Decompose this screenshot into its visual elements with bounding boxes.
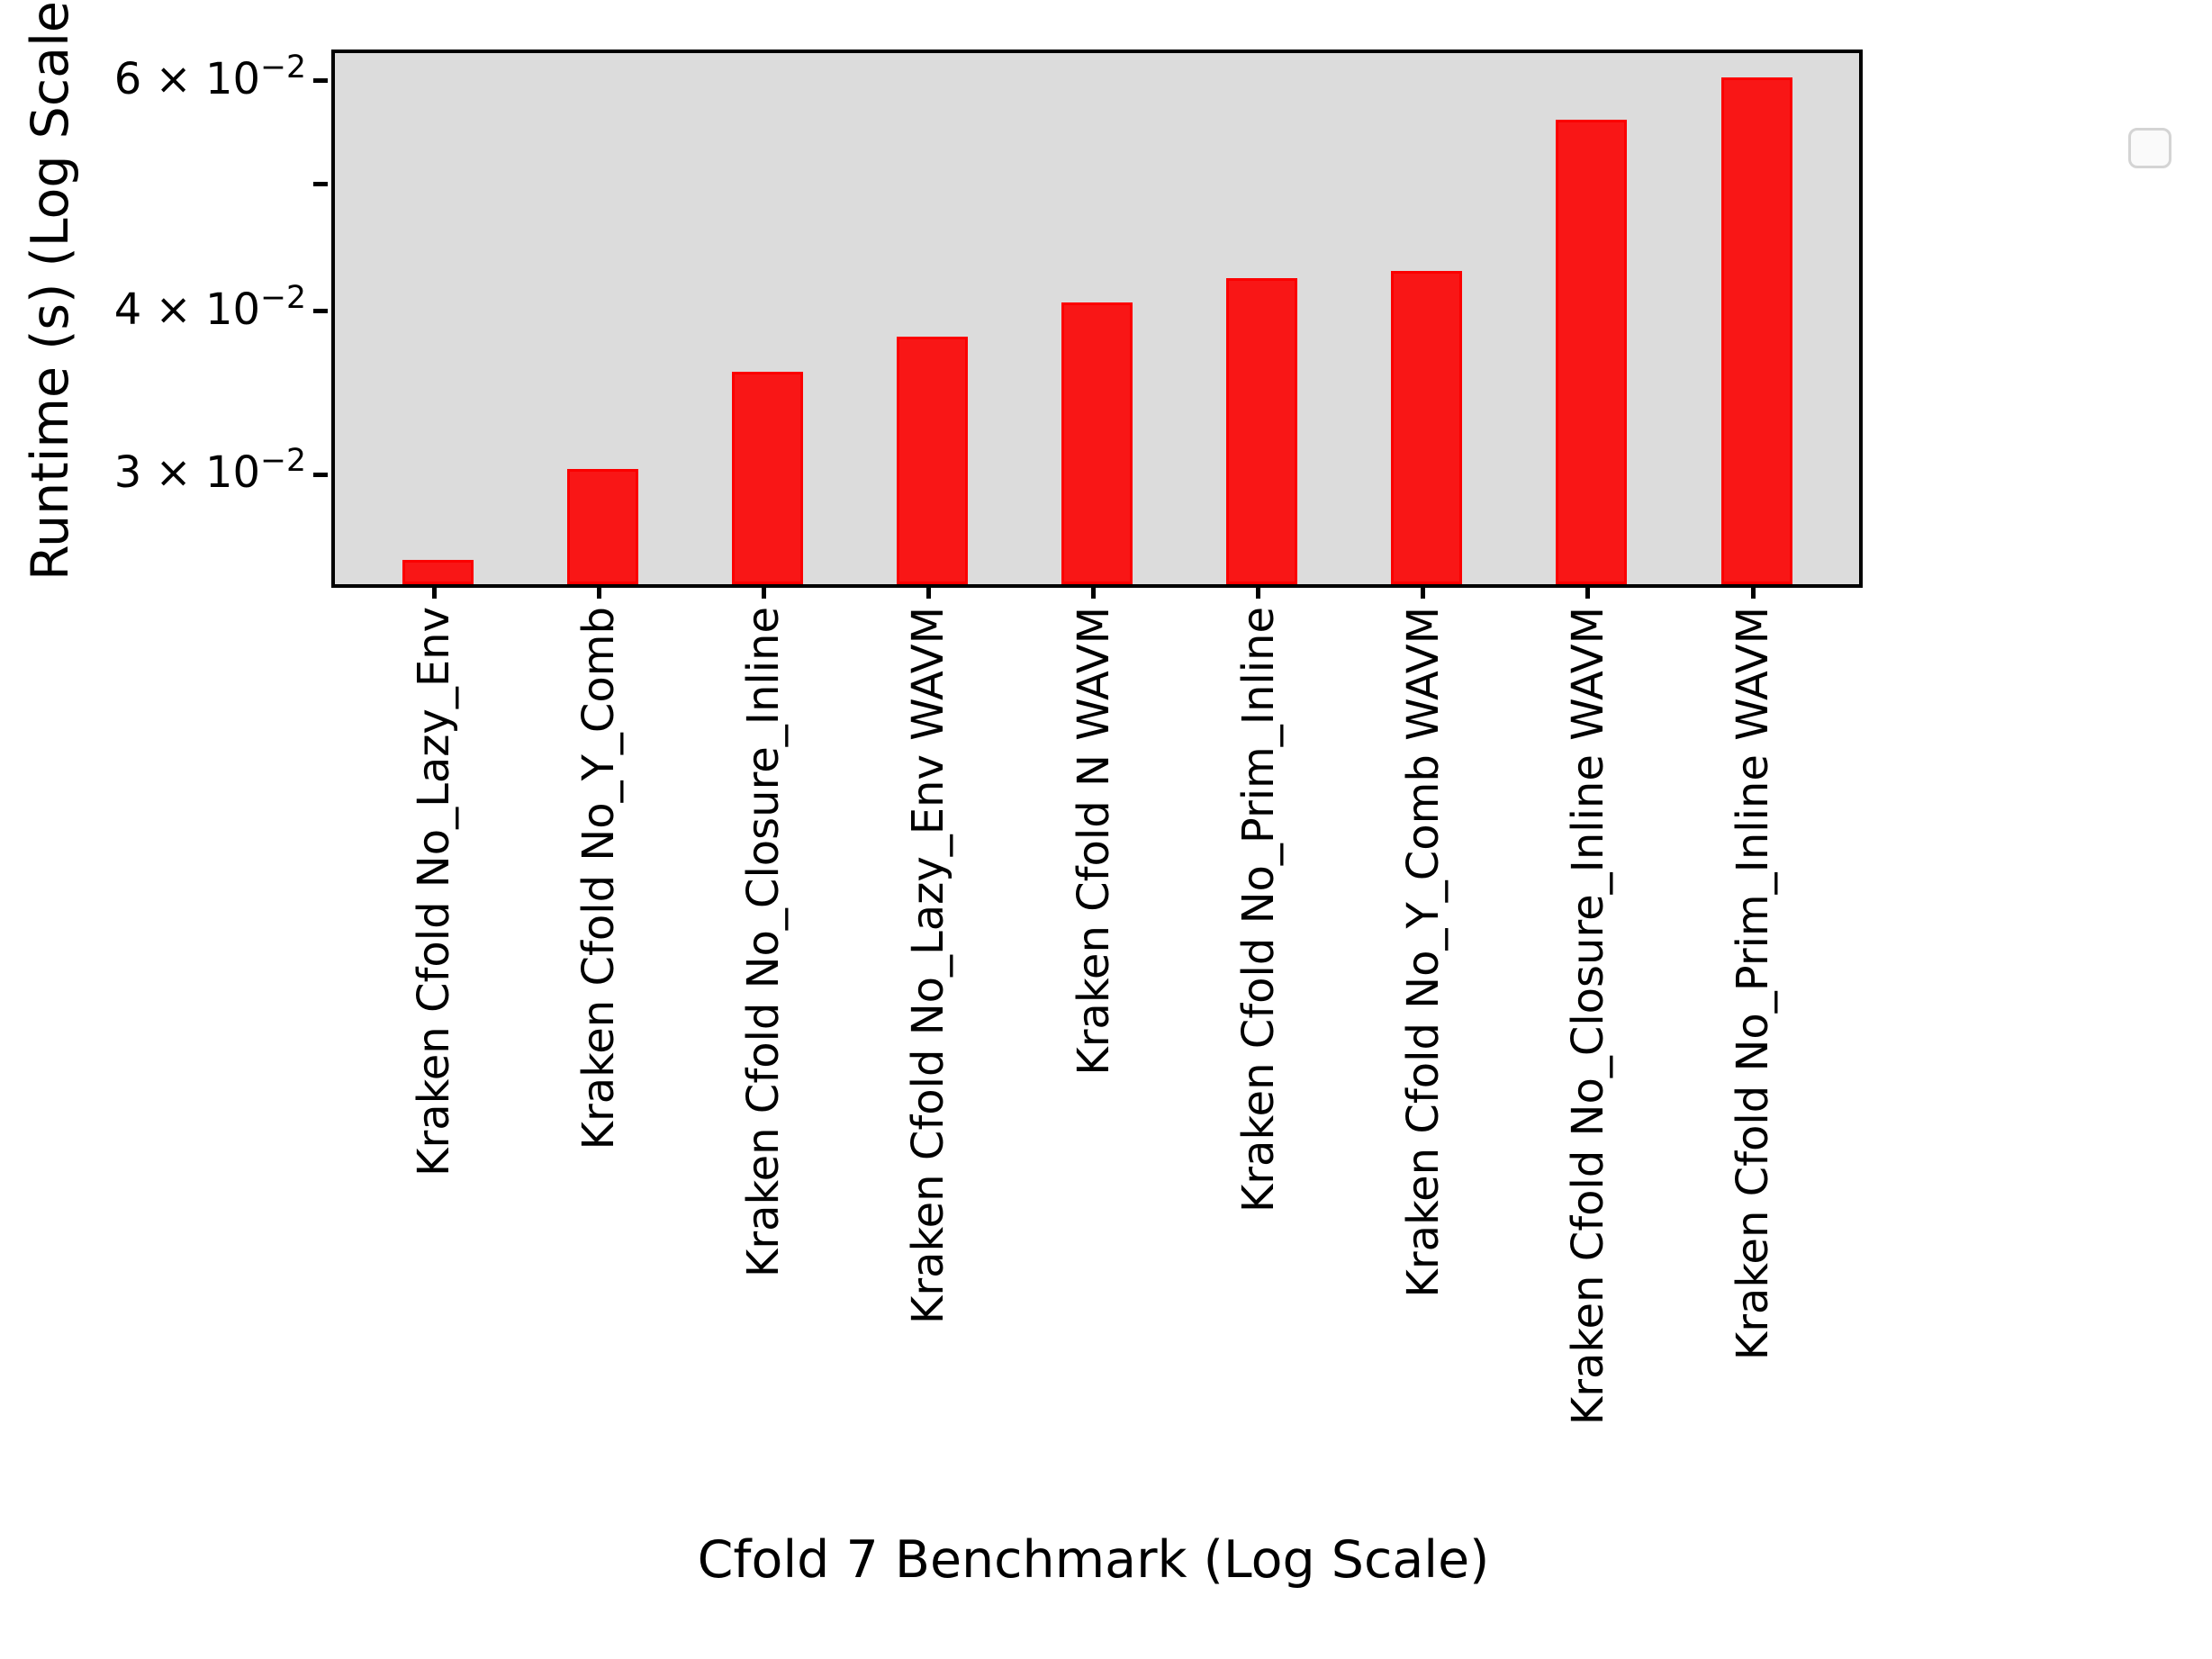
y-tick-mantissa: 6 × 10 [113,53,261,104]
y-tick-mantissa: 3 × 10 [113,447,261,499]
bar [566,468,638,584]
x-tick-label: Kraken Cfold No_Prim_Inline [1232,607,1284,1213]
y-tick-mantissa: 4 × 10 [113,284,261,335]
y-tick-exponent: −2 [260,443,306,480]
y-tick-mark [313,309,328,314]
x-tick-mark [596,584,601,599]
y-tick-mark [313,182,328,187]
y-tick-exponent: −2 [260,49,306,86]
bar [731,371,803,584]
y-tick-mark [313,78,328,84]
bar [1061,302,1133,584]
bar [1226,277,1298,584]
y-tick-label: 6 × 10−2 [114,52,306,101]
bar [402,559,474,584]
bar [1556,119,1628,584]
x-tick-label: Kraken Cfold No_Closure_Inline WAVM [1562,607,1613,1426]
x-tick-mark [1750,584,1756,599]
x-tick-mark [1421,584,1426,599]
y-tick-mark [313,472,328,477]
bar [896,336,968,584]
bar [1391,271,1463,584]
y-tick-exponent: −2 [260,279,306,316]
x-tick-mark [1091,584,1096,599]
x-tick-label: Kraken Cfold No_Lazy_Env WAVM [903,607,954,1325]
y-tick-label: 3 × 10−2 [114,446,306,494]
legend-empty-box [2128,128,2171,168]
x-axis-title: Cfold 7 Benchmark (Log Scale) [697,1530,1490,1590]
x-tick-label: Kraken Cfold No_Prim_Inline WAVM [1728,607,1778,1361]
x-tick-label: Kraken Cfold No_Y_Comb WAVM [1397,607,1449,1298]
y-tick-label: 4 × 10−2 [114,283,306,331]
x-tick-mark [1256,584,1261,599]
plot-area [331,50,2171,588]
x-tick-label: Kraken Cfold No_Closure_Inline [738,607,790,1278]
x-tick-mark [761,584,766,599]
bar [1720,77,1792,584]
x-tick-mark [431,584,437,599]
x-tick-label: Kraken Cfold No_Lazy_Env [409,607,459,1177]
y-axis-title: Runtime (s) (Log Scale) [21,0,80,581]
x-tick-mark [1585,584,1591,599]
x-tick-mark [925,584,931,599]
x-tick-label: Kraken Cfold N WAVM [1068,607,1119,1076]
x-tick-label: Kraken Cfold No_Y_Comb [573,607,625,1150]
